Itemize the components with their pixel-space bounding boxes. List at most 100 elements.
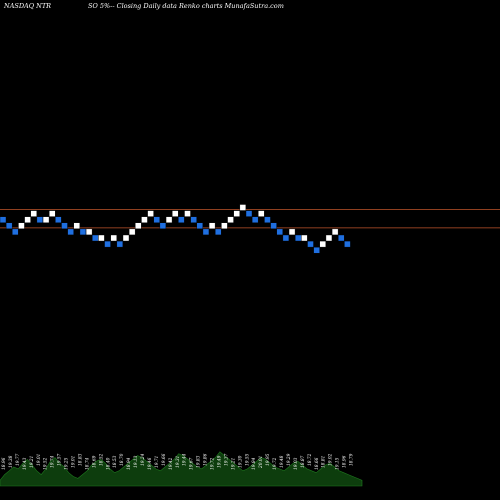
price-label-21: 19.46 <box>148 457 153 470</box>
renko-brick-23 <box>141 216 148 223</box>
renko-brick-11 <box>67 228 74 236</box>
renko-brick-20 <box>122 234 130 242</box>
price-label-23: 19.66 <box>162 453 167 466</box>
renko-brick-56 <box>344 240 351 248</box>
renko-brick-35 <box>215 228 222 236</box>
price-label-31: 19.49 <box>218 455 223 468</box>
renko-brick-30 <box>184 210 191 217</box>
price-label-13: 18.69 <box>92 455 97 468</box>
price-label-4: 19.21 <box>30 456 35 468</box>
price-label-42: 19.03 <box>294 457 299 470</box>
price-label-28: 19.83 <box>197 455 202 468</box>
price-label-9: 19.25 <box>65 457 70 470</box>
price-label-6: 19.52 <box>44 457 49 470</box>
price-label-29: 19.86 <box>204 453 209 466</box>
price-label-33: 19.21 <box>231 458 236 470</box>
price-labels: 18.96 19.38 19.77 19.43 19.21 19.01 19.52 19.74… <box>2 453 355 470</box>
renko-brick-28 <box>171 210 179 217</box>
renko-brick-40 <box>245 210 253 217</box>
renko-brick-55 <box>338 234 345 242</box>
renko-brick-39 <box>239 204 247 211</box>
renko-brick-14 <box>85 228 93 236</box>
price-label-15: 18.40 <box>106 457 111 470</box>
volume-area-path <box>0 451 363 487</box>
price-label-12: 18.74 <box>85 457 90 470</box>
price-label-36: 19.84 <box>252 457 257 470</box>
renko-brick-43 <box>264 216 271 223</box>
price-label-3: 19.43 <box>23 457 28 470</box>
price-label-8: 19.57 <box>58 453 63 466</box>
price-label-48: 19.15 <box>336 457 341 470</box>
renko-brick-31 <box>190 216 197 223</box>
renko-brick-5 <box>30 210 37 217</box>
price-label-46: 18.81 <box>322 456 327 468</box>
price-label-11: 18.83 <box>79 453 84 466</box>
renko-brick-54 <box>331 228 339 236</box>
renko-brick-25 <box>153 216 160 223</box>
exchange-ticker-label: NASDAQ NTR <box>3 2 51 10</box>
renko-brick-6 <box>36 216 44 223</box>
price-label-44: 18.72 <box>308 453 313 466</box>
renko-brick-42 <box>258 210 265 217</box>
renko-brick-15 <box>92 234 99 242</box>
renko-brick-41 <box>251 216 259 223</box>
chart-description-label: SO 5%-- Closing Daily data Renko charts … <box>88 2 284 10</box>
price-label-40: 19.48 <box>280 455 285 468</box>
renko-brick-49 <box>301 234 308 242</box>
renko-brick-34 <box>208 222 216 230</box>
price-label-5: 19.01 <box>37 454 42 466</box>
renko-brick-17 <box>104 240 111 248</box>
renko-brick-4 <box>24 216 31 223</box>
reference-lines <box>0 209 500 229</box>
renko-brick-3 <box>18 222 25 230</box>
price-label-34: 19.30 <box>238 455 243 468</box>
renko-brick-53 <box>325 234 333 242</box>
renko-brick-16 <box>98 234 105 242</box>
price-label-24: 19.42 <box>169 457 174 470</box>
renko-brick-22 <box>135 222 142 230</box>
renko-brick-50 <box>307 240 314 248</box>
price-label-1: 19.38 <box>9 455 14 468</box>
renko-brick-33 <box>202 228 210 236</box>
price-label-22: 19.71 <box>155 456 160 468</box>
renko-brick-10 <box>61 222 68 230</box>
price-label-37: 20.01 <box>259 456 264 469</box>
renko-bricks <box>0 204 351 254</box>
renko-brick-52 <box>319 240 326 248</box>
renko-brick-19 <box>116 240 124 248</box>
renko-brick-44 <box>270 222 277 230</box>
price-label-7: 19.74 <box>51 455 56 468</box>
price-label-0: 18.96 <box>2 457 7 470</box>
renko-brick-37 <box>227 216 234 223</box>
price-label-20: 19.24 <box>141 453 146 466</box>
price-label-39: 19.72 <box>273 457 278 470</box>
price-label-50: 18.79 <box>350 453 355 466</box>
renko-brick-47 <box>288 228 296 236</box>
price-label-16: 18.53 <box>113 455 118 468</box>
price-label-49: 18.96 <box>343 455 348 468</box>
renko-brick-27 <box>165 216 173 223</box>
renko-brick-38 <box>233 210 240 217</box>
renko-brick-45 <box>276 228 283 236</box>
price-label-26: 19.44 <box>183 453 188 466</box>
volume-area <box>0 451 363 487</box>
renko-brick-26 <box>159 222 167 230</box>
renko-brick-1 <box>5 222 13 230</box>
price-label-32: 19.37 <box>224 453 229 466</box>
price-label-43: 18.87 <box>301 455 306 468</box>
price-label-10: 19.01 <box>72 456 77 468</box>
price-label-45: 18.66 <box>315 457 320 470</box>
renko-brick-12 <box>73 222 81 230</box>
price-label-25: 19.31 <box>176 456 181 468</box>
renko-brick-9 <box>55 216 62 223</box>
price-label-27: 19.67 <box>190 457 195 470</box>
price-label-18: 18.94 <box>127 457 132 470</box>
price-label-38: 19.95 <box>266 453 271 466</box>
price-label-2: 19.77 <box>16 453 21 466</box>
renko-brick-29 <box>178 216 185 223</box>
renko-brick-18 <box>110 234 117 242</box>
price-label-30: 19.72 <box>211 457 216 470</box>
price-label-47: 19.02 <box>329 453 334 466</box>
price-label-41: 19.29 <box>287 453 292 466</box>
